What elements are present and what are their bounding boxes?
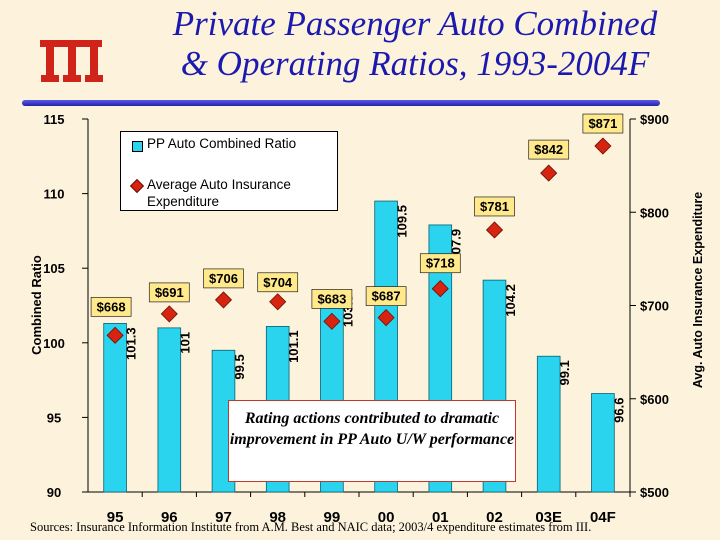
combined-ratio-bar — [103, 323, 127, 493]
expenditure-data-label: $718 — [426, 256, 455, 271]
y2-axis-title: Avg. Auto Insurance Expenditure — [691, 192, 705, 388]
combined-ratio-bar — [157, 327, 182, 493]
x-tick-label: 03E — [535, 509, 562, 526]
legend-bar-label: PP Auto Combined Ratio — [147, 136, 297, 151]
expenditure-data-label: $704 — [263, 275, 293, 290]
expenditure-label-box — [311, 289, 353, 309]
right-tick-label: $600 — [640, 392, 669, 407]
y-axis-title: Combined Ratio — [29, 255, 44, 355]
expenditure-marker — [269, 293, 287, 311]
expenditure-label-box — [90, 296, 132, 317]
left-tick-label: 95 — [47, 410, 61, 425]
expenditure-label-box — [528, 139, 570, 160]
combined-ratio-data-label: 101.1 — [286, 330, 301, 363]
combined-ratio-data-label: 101 — [178, 332, 193, 354]
left-tick-label: 100 — [43, 336, 65, 351]
combined-ratio-data-label: 96.6 — [611, 398, 626, 423]
combined-ratio-bar — [536, 355, 561, 493]
left-tick-label: 115 — [44, 112, 65, 127]
expenditure-marker — [323, 312, 341, 330]
right-tick-label: $900 — [640, 112, 669, 127]
right-tick-label: $500 — [640, 485, 669, 500]
iii-logo — [40, 40, 103, 82]
title-line-2: & Operating Ratios, 1993-2004F — [180, 44, 650, 83]
expenditure-marker — [106, 326, 124, 344]
x-tick-label: 97 — [215, 509, 232, 526]
right-tick-label: $800 — [640, 205, 669, 220]
expenditure-label-box — [365, 286, 407, 306]
expenditure-marker — [160, 305, 178, 323]
x-tick-label: 04F — [590, 509, 616, 526]
sources-footnote: Sources: Insurance Information Institute… — [30, 520, 592, 534]
expenditure-label-box — [474, 196, 515, 217]
annotation-note: Rating actions contributed to dramatic i… — [228, 400, 516, 482]
expenditure-marker — [377, 309, 395, 327]
expenditure-data-label: $871 — [588, 116, 617, 131]
combined-ratio-data-label: 99.5 — [232, 354, 247, 379]
x-tick-label: 96 — [161, 509, 178, 526]
left-tick-label: 110 — [44, 187, 65, 202]
left-tick-label: 90 — [47, 485, 61, 500]
expenditure-marker — [431, 280, 449, 298]
chart-title: Private Passenger Auto Combined & Operat… — [120, 4, 710, 84]
expenditure-marker — [485, 221, 504, 239]
title-line-1: Private Passenger Auto Combined — [172, 4, 658, 43]
expenditure-marker — [214, 291, 233, 309]
expenditure-data-label: $781 — [480, 199, 509, 214]
left-tick-label: 105 — [43, 261, 65, 276]
expenditure-data-label: $842 — [534, 142, 563, 157]
combined-ratio-data-label: 99.1 — [557, 360, 572, 385]
expenditure-data-label: $706 — [209, 271, 238, 286]
title-divider — [22, 100, 660, 106]
expenditure-data-label: $683 — [317, 291, 346, 306]
legend-marker-label: Average Auto Insurance Expenditure — [147, 177, 291, 209]
expenditure-label-box — [257, 272, 299, 293]
chart-legend: PP Auto Combined Ratio Average Auto Insu… — [120, 131, 338, 211]
legend-bar-swatch — [132, 141, 143, 152]
x-tick-label: 02 — [486, 509, 503, 526]
expenditure-marker — [594, 137, 612, 155]
x-tick-label: 99 — [324, 509, 341, 526]
expenditure-data-label: $691 — [155, 285, 184, 300]
x-tick-label: 95 — [107, 509, 124, 526]
legend-diamond-swatch — [129, 178, 145, 194]
combined-ratio-data-label: 109.5 — [394, 205, 409, 238]
combined-ratio-bar — [591, 393, 615, 493]
expenditure-marker — [540, 164, 558, 182]
combined-ratio-data-label: 101.3 — [123, 327, 138, 360]
x-tick-label: 01 — [432, 509, 449, 526]
expenditure-label-box — [419, 253, 461, 274]
x-tick-label: 00 — [378, 509, 395, 526]
expenditure-data-label: $668 — [97, 299, 126, 314]
expenditure-label-box — [203, 268, 244, 289]
x-tick-label: 98 — [269, 509, 286, 526]
expenditure-data-label: $687 — [372, 289, 401, 304]
expenditure-label-box — [148, 282, 190, 303]
combined-ratio-data-label: 104.2 — [503, 284, 518, 317]
combined-ratio-data-label: 107.9 — [449, 229, 464, 262]
expenditure-label-box — [582, 113, 624, 134]
right-tick-label: $700 — [640, 299, 669, 314]
